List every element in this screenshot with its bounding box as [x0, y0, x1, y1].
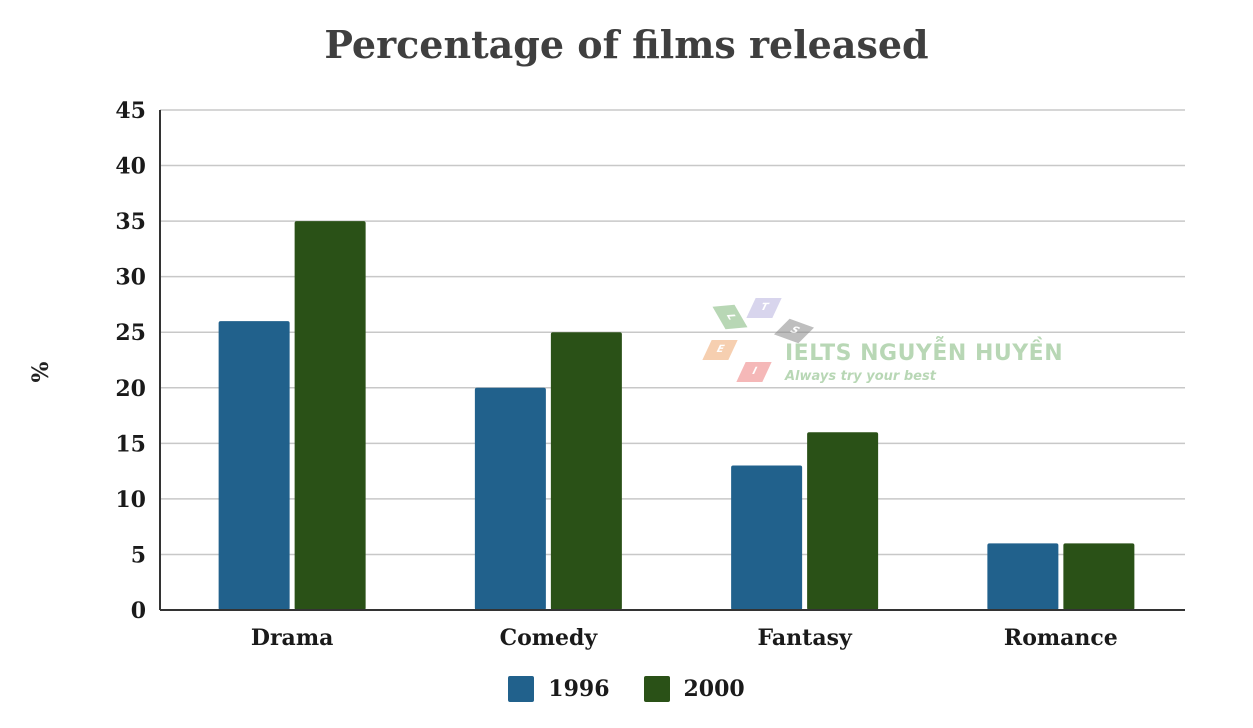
- chart-title: Percentage of films released: [324, 22, 929, 67]
- y-tick-label: 30: [115, 265, 146, 291]
- y-tick-label: 40: [115, 154, 146, 180]
- bar-1996-romance: [987, 543, 1059, 610]
- bar-2000-fantasy: [807, 432, 879, 610]
- legend-item-2000: 2000: [643, 676, 745, 702]
- bars: [218, 221, 1135, 610]
- legend: 1996 2000: [0, 676, 1253, 702]
- y-tick-label: 15: [115, 431, 146, 457]
- bar-1996-drama: [218, 321, 290, 610]
- legend-swatch-1996: [508, 676, 535, 702]
- x-tick-label: Comedy: [500, 625, 599, 651]
- watermark-tile: T: [746, 298, 782, 318]
- y-tick-label: 5: [131, 542, 146, 568]
- y-tick-label: 25: [115, 320, 146, 346]
- axes: [159, 110, 1185, 611]
- x-tick-labels: Drama Comedy Fantasy Romance: [251, 625, 1118, 651]
- watermark-tile: S: [773, 318, 815, 344]
- legend-label-2000: 2000: [683, 676, 745, 702]
- y-tick-label: 35: [115, 209, 146, 235]
- x-tick-label: Romance: [1004, 625, 1118, 651]
- watermark-logo: L T S E I IELTS NGUYỄN HUYỀN Always try …: [702, 295, 1113, 390]
- watermark-tile: I: [736, 362, 772, 382]
- legend-label-1996: 1996: [548, 676, 610, 702]
- watermark-brand: IELTS NGUYỄN HUYỀN: [785, 341, 1064, 366]
- watermark-tile: E: [702, 340, 738, 360]
- y-tick-label: 20: [115, 376, 146, 402]
- y-tick-label: 0: [131, 598, 146, 624]
- bar-2000-drama: [294, 221, 366, 610]
- y-tick-label: 10: [115, 487, 146, 513]
- y-tick-label: 45: [115, 98, 146, 124]
- bar-1996-fantasy: [731, 465, 803, 610]
- y-tick-labels: 0 5 10 15 20 25 30 35 40 45: [115, 98, 146, 624]
- x-tick-label: Drama: [251, 625, 333, 651]
- bar-2000-comedy: [550, 332, 622, 610]
- x-tick-label: Fantasy: [757, 625, 852, 651]
- legend-swatch-2000: [643, 676, 670, 702]
- bar-1996-comedy: [474, 387, 546, 610]
- bar-2000-romance: [1063, 543, 1135, 610]
- watermark-tagline: Always try your best: [785, 369, 936, 384]
- legend-item-1996: 1996: [508, 676, 610, 702]
- watermark-tile: L: [712, 304, 748, 330]
